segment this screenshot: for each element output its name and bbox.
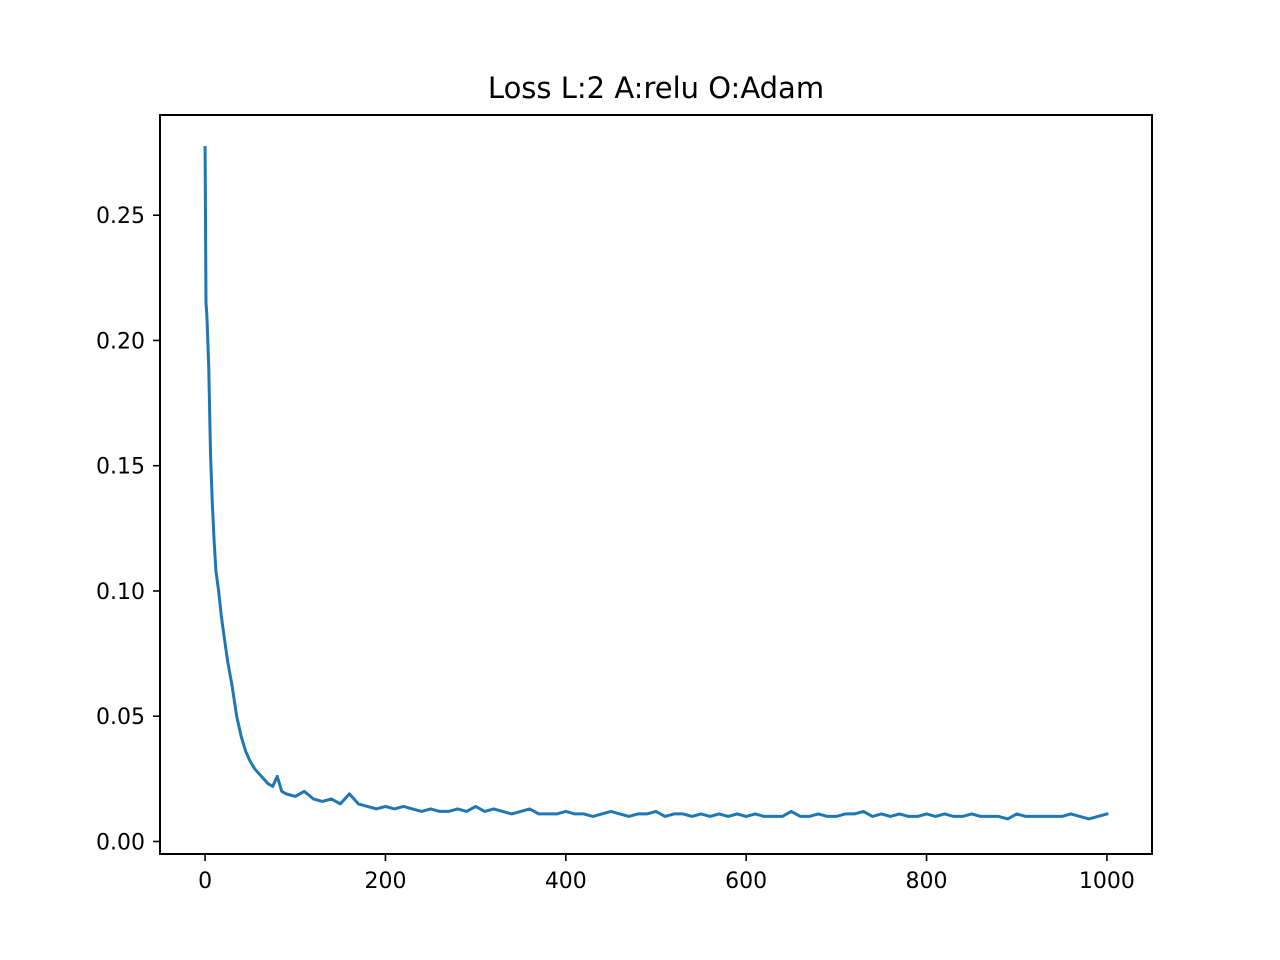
x-tick-label: 200: [364, 869, 406, 894]
y-tick-label: 0.00: [96, 830, 145, 855]
x-tick-label: 800: [906, 869, 948, 894]
y-tick-label: 0.10: [96, 580, 145, 605]
y-tick-label: 0.05: [96, 705, 145, 730]
plot-area: [203, 146, 1109, 821]
y-tick-label: 0.20: [96, 329, 145, 354]
x-tick-label: 0: [198, 869, 212, 894]
axes-frame: [159, 114, 1153, 855]
x-tick-label: 600: [725, 869, 767, 894]
x-tick-label: 1000: [1079, 869, 1135, 894]
y-tick-label: 0.15: [96, 455, 145, 480]
x-axis: 0 200 400 600 800 1000: [198, 854, 1135, 894]
chart-title: Loss L:2 A:relu O:Adam: [488, 71, 824, 105]
loss-series-line: [203, 146, 1109, 821]
y-tick-label: 0.25: [96, 204, 145, 229]
y-axis: 0.00 0.05 0.10 0.15 0.20 0.25: [96, 204, 160, 855]
x-tick-label: 400: [545, 869, 587, 894]
